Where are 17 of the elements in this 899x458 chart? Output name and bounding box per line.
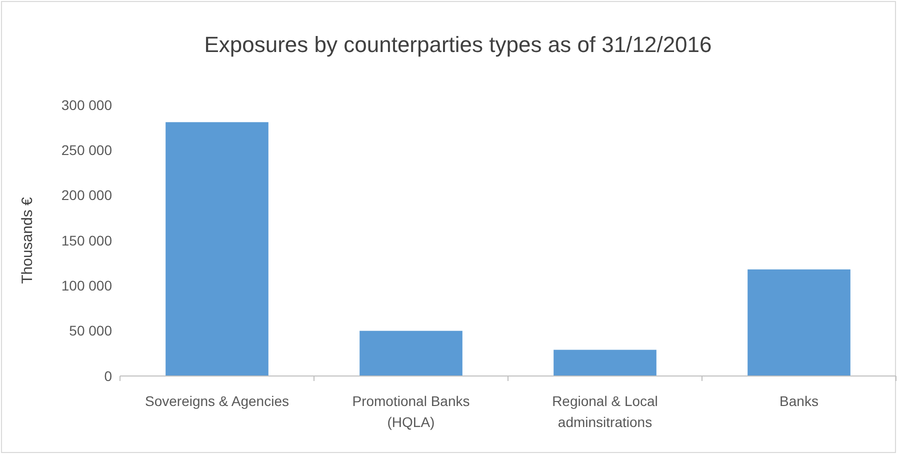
chart-title: Exposures by counterparties types as of 31/12/2016 [204, 32, 712, 57]
y-tick-label: 300 000 [61, 96, 112, 113]
bar [166, 122, 268, 376]
x-tick-label: Banks [780, 393, 818, 409]
bar [360, 330, 462, 376]
x-tick-label: Regional & Local adminsitrations [552, 393, 658, 430]
x-tick-label: Sovereigns & Agencies [145, 393, 289, 409]
bar [554, 350, 656, 376]
y-tick-label: 0 [104, 368, 112, 384]
y-tick-label: 100 000 [61, 278, 112, 294]
bar [748, 269, 850, 376]
y-tick-label: 50 000 [69, 322, 112, 339]
y-axis-title: Thousands € [19, 196, 36, 284]
y-tick-label: 200 000 [61, 187, 112, 204]
x-tick-label: Promotional Banks (HQLA) [352, 393, 470, 430]
y-tick-label: 150 000 [61, 232, 112, 248]
y-tick-label: 250 000 [61, 142, 112, 158]
